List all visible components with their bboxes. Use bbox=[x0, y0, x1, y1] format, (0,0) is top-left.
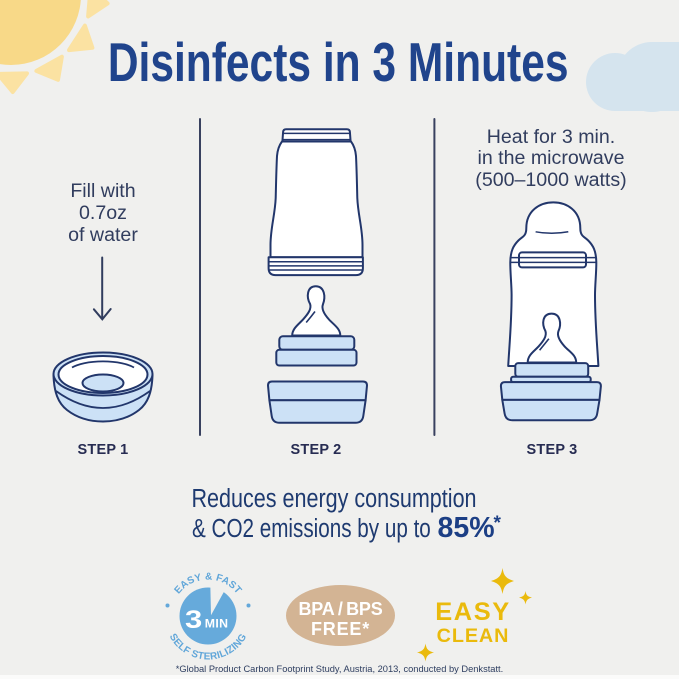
svg-text:MIN: MIN bbox=[205, 617, 229, 631]
svg-text:3: 3 bbox=[185, 606, 202, 633]
